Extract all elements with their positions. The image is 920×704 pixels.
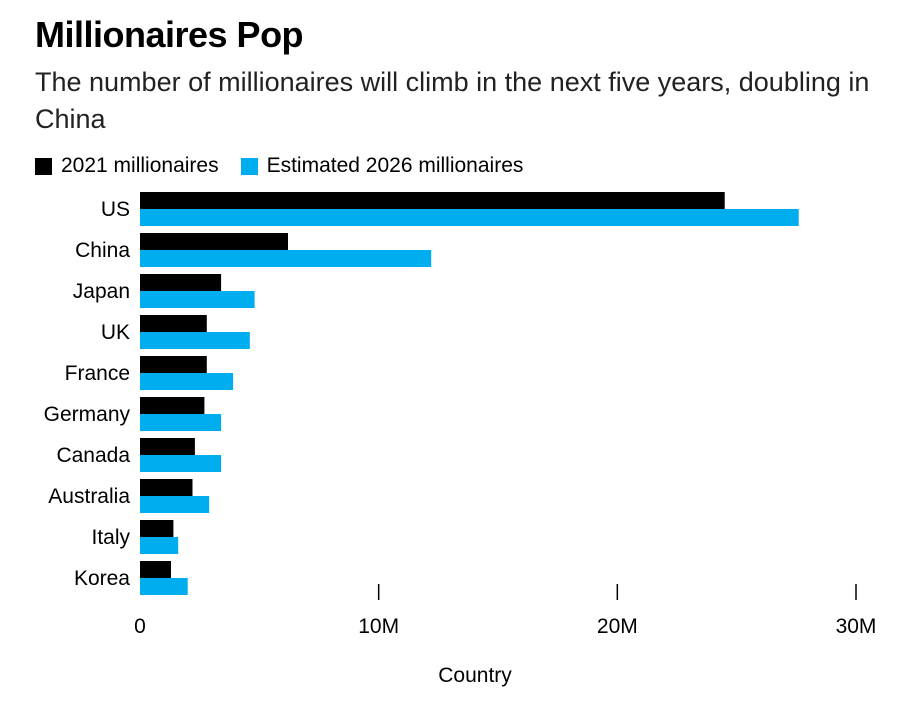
x-tick-label-20m: 20M bbox=[597, 615, 638, 638]
bar-uk-2021 bbox=[140, 315, 207, 332]
bar-germany-2026 bbox=[140, 414, 222, 431]
bar-japan-2021 bbox=[140, 274, 222, 291]
x-tick-label-30m: 30M bbox=[836, 615, 877, 638]
legend-label-2026: Estimated 2026 millionaires bbox=[266, 154, 524, 177]
category-label-japan: Japan bbox=[73, 280, 130, 303]
bar-italy-2026 bbox=[140, 537, 179, 554]
bar-korea-2021 bbox=[140, 561, 171, 578]
x-tick-label-0: 0 bbox=[134, 615, 146, 638]
bar-japan-2026 bbox=[140, 291, 255, 308]
bar-korea-2026 bbox=[140, 578, 188, 595]
category-label-uk: UK bbox=[101, 321, 130, 344]
legend-item-2021: 2021 millionaires bbox=[35, 154, 219, 178]
category-label-australia: Australia bbox=[48, 485, 130, 508]
chart-title: Millionaires Pop bbox=[35, 14, 304, 55]
category-label-china: China bbox=[75, 239, 130, 262]
bar-italy-2021 bbox=[140, 520, 174, 537]
category-label-korea: Korea bbox=[74, 567, 130, 590]
bar-us-2021 bbox=[140, 192, 725, 209]
category-label-germany: Germany bbox=[44, 403, 131, 426]
bar-australia-2021 bbox=[140, 479, 193, 496]
x-axis-title: Country bbox=[438, 664, 512, 687]
bar-germany-2021 bbox=[140, 397, 205, 414]
bar-australia-2026 bbox=[140, 496, 210, 513]
bar-china-2021 bbox=[140, 233, 288, 250]
legend-label-2021: 2021 millionaires bbox=[61, 154, 219, 177]
bar-canada-2026 bbox=[140, 455, 222, 472]
category-label-france: France bbox=[65, 362, 130, 385]
x-tick-label-10m: 10M bbox=[358, 615, 399, 638]
bar-china-2026 bbox=[140, 250, 432, 267]
legend-swatch-2026 bbox=[240, 157, 258, 175]
category-label-canada: Canada bbox=[56, 444, 130, 467]
legend-swatch-2021 bbox=[35, 157, 52, 175]
category-label-us: US bbox=[101, 198, 130, 221]
legend-item-2026: Estimated 2026 millionaires bbox=[240, 154, 524, 178]
bar-us-2026 bbox=[140, 209, 799, 226]
bar-uk-2026 bbox=[140, 332, 250, 349]
legend: 2021 millionaires Estimated 2026 million… bbox=[35, 153, 545, 179]
category-label-italy: Italy bbox=[91, 526, 130, 549]
chart-subtitle: The number of millionaires will climb in… bbox=[35, 67, 870, 134]
bar-france-2021 bbox=[140, 356, 207, 373]
bar-france-2026 bbox=[140, 373, 234, 390]
bar-canada-2021 bbox=[140, 438, 195, 455]
